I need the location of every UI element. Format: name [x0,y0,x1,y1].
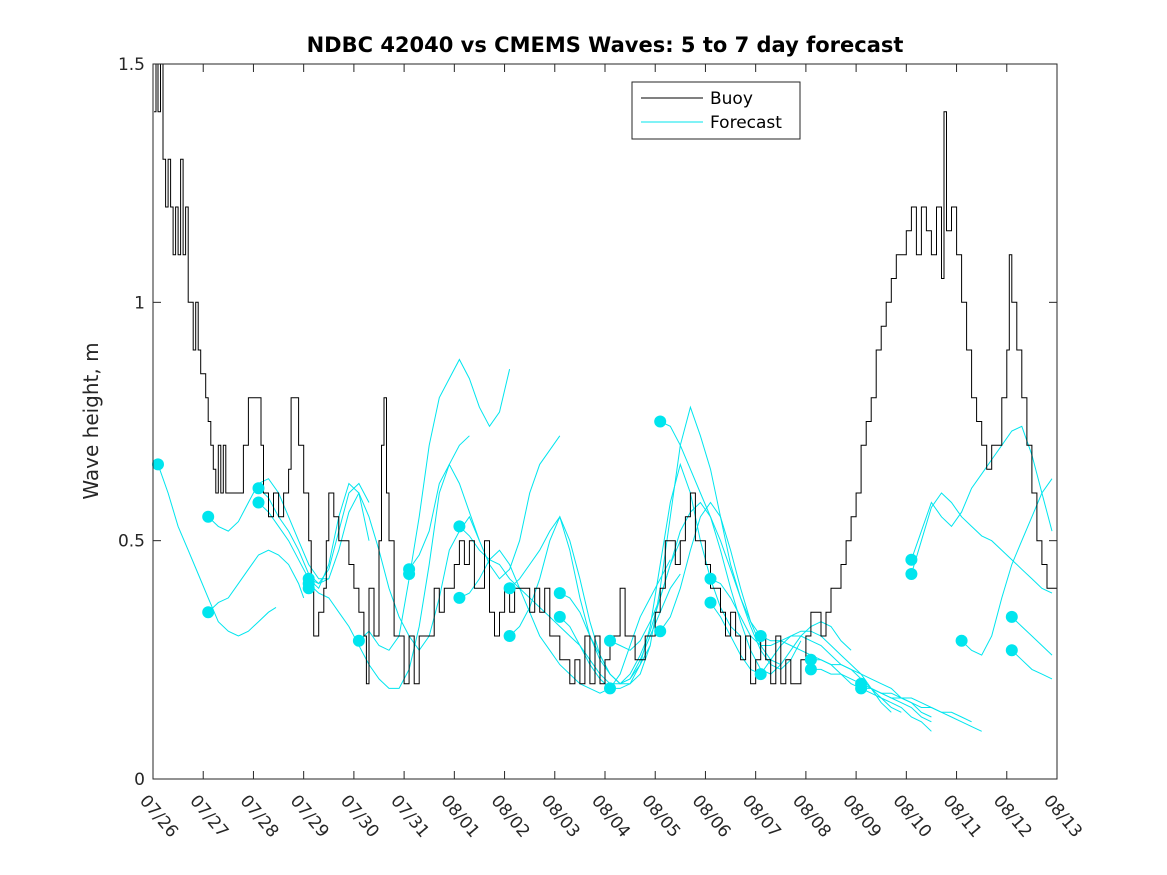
forecast-markers-group [152,415,1018,695]
forecast-marker-17 [553,610,566,623]
forecast-marker-4 [252,482,265,495]
forecast-marker-33 [1005,610,1018,623]
forecast-marker-19 [604,682,616,695]
forecast-line-1 [157,464,277,637]
forecast-marker-14 [503,582,516,595]
y-tick-label: 0 [134,770,145,790]
forecast-marker-29 [855,682,868,695]
forecast-marker-32 [955,634,968,647]
chart-title: NDBC 42040 vs CMEMS Waves: 5 to 7 day fo… [307,33,904,57]
y-tick-label: 0.5 [118,532,145,552]
forecast-line-2 [207,549,305,613]
forecast-marker-34 [1005,644,1018,657]
forecast-marker-9 [352,634,365,647]
forecast-marker-21 [654,415,667,428]
forecast-marker-3 [202,510,215,523]
forecast-marker-2 [202,606,215,619]
forecast-marker-8 [302,582,315,595]
forecast-marker-12 [453,520,466,533]
y-axis-label: Wave height, m [79,342,103,499]
y-tick-label: 1.5 [118,55,145,75]
forecast-line-11 [459,549,671,694]
forecast-marker-26 [804,653,817,666]
forecast-marker-5 [252,496,265,509]
legend-forecast-label: Forecast [710,113,782,133]
forecast-marker-7 [302,572,315,585]
forecast-marker-1 [152,458,164,471]
buoy-series-group [154,63,1058,685]
forecast-line-21 [760,635,932,732]
forecast-line-27 [910,492,1053,594]
forecast-marker-23 [704,572,717,585]
axis-ticks [152,63,1058,780]
forecast-line-29 [1011,616,1053,656]
forecast-line-3 [207,478,329,580]
forecast-marker-27 [804,663,817,676]
forecast-marker-16 [553,587,566,600]
forecast-marker-25 [754,668,767,681]
forecast-marker-30 [905,553,918,566]
legend-buoy-label: Buoy [710,89,753,109]
legend: Buoy Forecast [631,81,801,140]
forecast-line-6 [308,435,470,689]
legend-box [631,81,801,140]
forecast-marker-31 [905,568,918,580]
forecast-line-30 [1011,649,1053,680]
forecast-marker-24 [754,630,767,642]
forecast-marker-20 [654,625,667,638]
forecast-marker-13 [453,591,466,604]
forecast-line-25 [861,687,972,723]
y-tick-label: 1 [134,293,145,313]
forecast-line-18 [659,421,802,670]
forecast-marker-11 [403,568,416,580]
forecast-marker-15 [503,630,516,642]
y-tick-labels: 0 0.5 1 1.5 [118,55,145,790]
buoy-line [154,63,1058,685]
forecast-marker-22 [704,596,717,609]
forecast-line-10 [459,526,681,685]
forecast-line-8 [358,358,511,651]
forecast-marker-18 [604,634,616,647]
forecast-line-13 [509,515,651,685]
